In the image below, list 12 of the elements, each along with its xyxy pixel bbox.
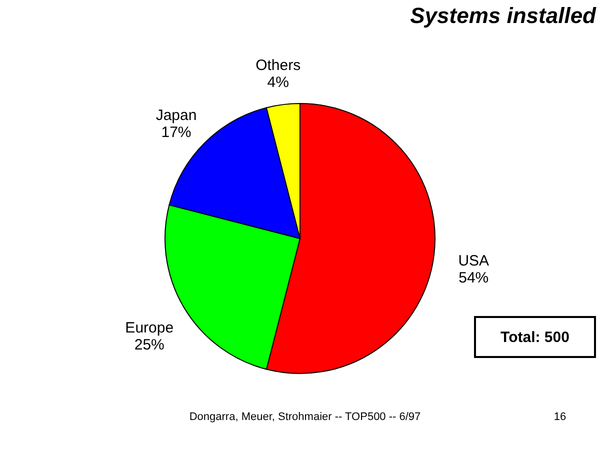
chart-title: Systems installed [410,3,597,28]
text: 16 [554,411,566,423]
text: Dongarra, Meuer, Strohmaier -- TOP500 -- 6/97 [189,411,421,423]
data-label: 17% [161,124,192,141]
slice-label: Europe [125,320,174,337]
slice-label: Others [256,56,301,74]
data-label: 4% [267,74,289,91]
text: Total: 500 [500,329,570,346]
data-label: 25% [134,336,164,354]
slice-label: USA [458,252,490,270]
slice-label: Japan [156,106,197,124]
data-label: 54% [458,269,489,286]
